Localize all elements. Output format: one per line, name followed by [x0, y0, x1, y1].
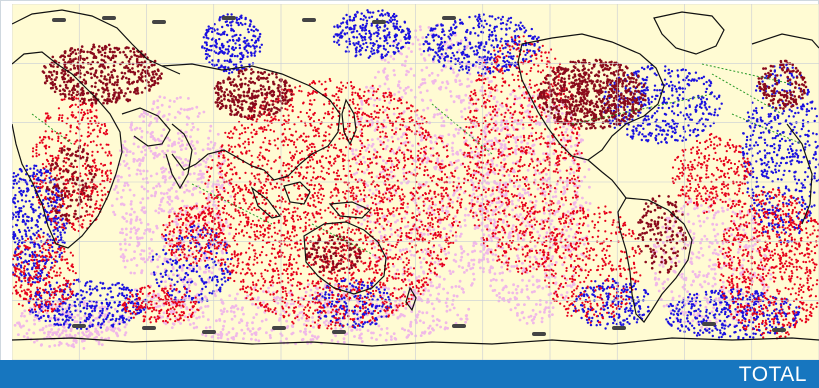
coastline-greenland	[653, 11, 725, 55]
coastline-japan	[341, 98, 357, 146]
coastline-india	[165, 123, 193, 190]
observation-layer-green	[31, 63, 803, 255]
coastline-north-america	[517, 33, 665, 161]
coastline-africa-east	[786, 123, 813, 225]
coastline-asia	[161, 63, 341, 181]
coastline-central-america	[587, 159, 627, 199]
footer-bar: TOTAL	[0, 360, 819, 388]
observation-layer-red	[12, 35, 819, 340]
coastline-europe	[12, 9, 181, 75]
coastlines	[12, 9, 819, 347]
coastline-australia	[303, 221, 387, 295]
coastline-sumatra	[250, 186, 282, 219]
observation-map-svg	[12, 4, 819, 360]
coastline-new-zealand	[405, 286, 417, 312]
coastline-antarctica	[12, 337, 819, 347]
footer-total-label: TOTAL	[738, 363, 807, 386]
coastline-europe-east	[751, 33, 819, 49]
world-map	[12, 4, 819, 360]
coastline-africa	[12, 51, 123, 249]
coastline-borneo	[283, 181, 311, 205]
sea-ice-marks	[52, 16, 786, 336]
graticule	[12, 4, 819, 360]
coastline-new-guinea	[328, 201, 372, 219]
coastline-south-america	[617, 197, 693, 323]
coastline-arabia	[121, 107, 171, 147]
